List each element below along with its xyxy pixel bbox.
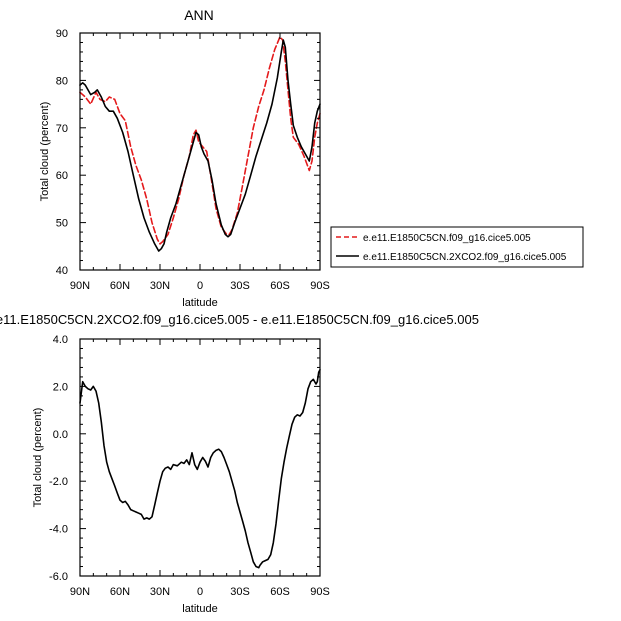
y-tick-label: 90 — [56, 28, 68, 40]
y-tick-label: 70 — [56, 123, 68, 135]
x-tick-label: 60S — [270, 586, 290, 598]
x-tick-label: 60N — [110, 586, 130, 598]
y-tick-label: 50 — [56, 218, 68, 230]
x-tick-label: 30N — [150, 586, 170, 598]
x-tick-label: 30S — [230, 586, 250, 598]
y-tick-label: -4.0 — [49, 524, 68, 536]
chart-title-diff: e.e11.E1850C5CN.2XCO2.f09_g16.cice5.005 … — [0, 312, 479, 327]
axes: 90N 60N 30N 0 30S 60S 90S 40 50 60 70 80 90 — [56, 28, 330, 292]
panel-top: ANN 90N 60N 30N 0 30S 60S 90S 40 50 60 70 80 90 lati… — [39, 7, 330, 309]
series-group — [79, 35, 321, 252]
y-tick-label: 0.0 — [53, 429, 68, 441]
x-tick-label: 90S — [310, 280, 330, 292]
series-line-1 — [79, 39, 321, 252]
axes: 90N 60N 30N 0 30S 60S 90S 4.0 2.0 0.0 -2.0 -4.0 -6.0 — [49, 334, 330, 598]
chart-title: ANN — [184, 7, 214, 23]
series-group — [79, 368, 321, 569]
x-tick-label: 30N — [150, 280, 170, 292]
x-tick-label: 0 — [197, 586, 203, 598]
y-axis-label: Total cloud (percent) — [39, 102, 51, 202]
plot-frame — [79, 32, 321, 271]
y-tick-label: 40 — [56, 265, 68, 277]
x-axis-label: latitude — [182, 297, 217, 309]
y-tick-label: 60 — [56, 170, 68, 182]
y-tick-label: -6.0 — [49, 571, 68, 583]
legend: e.e11.E1850C5CN.f09_g16.cice5.005 e.e11.… — [330, 226, 584, 268]
x-tick-label: 90N — [70, 586, 90, 598]
y-axis-label: Total cloud (percent) — [32, 408, 44, 508]
y-tick-label: 4.0 — [53, 334, 68, 346]
y-tick-label: 2.0 — [53, 381, 68, 393]
series-line-0 — [79, 368, 321, 569]
x-tick-label: 90S — [310, 586, 330, 598]
series-line-0 — [79, 35, 321, 245]
plot-frame — [79, 338, 321, 577]
y-tick-label: -2.0 — [49, 476, 68, 488]
x-tick-label: 30S — [230, 280, 250, 292]
x-axis-label: latitude — [182, 603, 217, 615]
y-tick-label: 80 — [56, 75, 68, 87]
legend-label-control: e.e11.E1850C5CN.f09_g16.cice5.005 — [363, 233, 531, 244]
x-tick-label: 0 — [197, 280, 203, 292]
x-tick-label: 90N — [70, 280, 90, 292]
x-tick-label: 60N — [110, 280, 130, 292]
legend-label-2xco2: e.e11.E1850C5CN.2XCO2.f09_g16.cice5.005 — [363, 252, 567, 263]
x-tick-label: 60S — [270, 280, 290, 292]
legend-box — [330, 226, 584, 268]
panel-bottom: e.e11.E1850C5CN.2XCO2.f09_g16.cice5.005 … — [0, 312, 479, 615]
